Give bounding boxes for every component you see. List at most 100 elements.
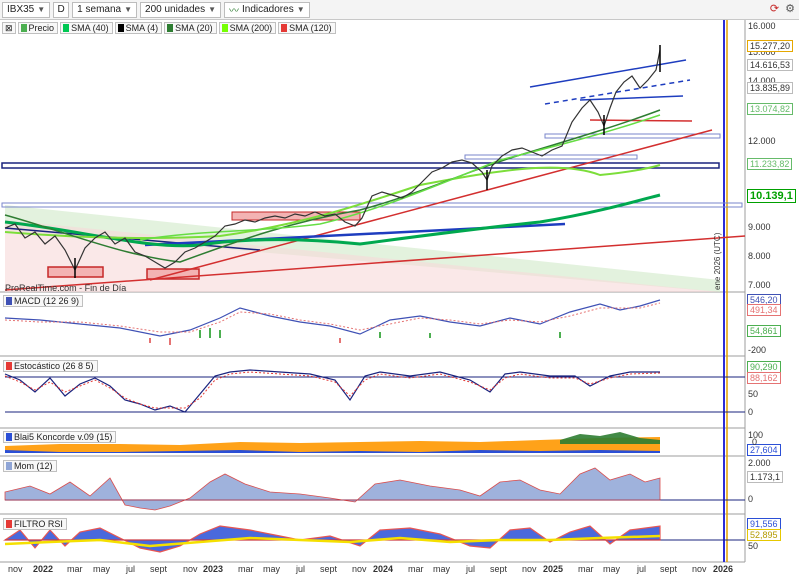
legend-label: SMA (120) <box>289 23 332 33</box>
x-axis-label: 2026 <box>713 564 734 574</box>
macd-signal-value: 491,34 <box>747 304 781 316</box>
symbol-selector[interactable]: IBX35 ▼ <box>2 1 51 18</box>
x-axis-label: mar <box>578 564 594 574</box>
legend-item-sma200[interactable]: SMA (200) <box>218 22 277 34</box>
legend-swatch <box>117 24 124 32</box>
koncorde-axis-label: 100 <box>748 430 764 440</box>
price-axis-label: 14.000 <box>748 76 776 86</box>
x-axis-label: mar <box>67 564 83 574</box>
x-axis-label: may <box>263 564 281 574</box>
symbol-label: IBX35 <box>7 4 35 15</box>
stoch-panel-label[interactable]: Estocástico (26 8 5) <box>3 360 98 372</box>
price-badge: 13.835,89 <box>747 82 794 94</box>
panel-title: FILTRO RSI <box>14 519 63 529</box>
legend-label: SMA (4) <box>125 23 159 33</box>
toolbar: IBX35 ▼ D 1 semana ▼ 200 unidades ▼ 〰 Indic… <box>0 0 799 20</box>
x-axis-label: sept <box>150 564 168 574</box>
chevron-down-icon: ▼ <box>296 5 305 14</box>
x-axis-label: mar <box>238 564 254 574</box>
legend-swatch <box>20 24 27 32</box>
x-axis-label: sept <box>490 564 508 574</box>
legend-close-icon[interactable]: ⊠ <box>2 22 16 34</box>
rsi-axis-label: 50 <box>748 541 759 551</box>
legend-item-sma20[interactable]: SMA (20) <box>164 22 217 34</box>
x-axis-label: 2024 <box>373 564 394 574</box>
x-axis-label: 2025 <box>543 564 564 574</box>
macd-histogram-value: 54,861 <box>747 325 781 337</box>
panel-swatch <box>6 433 12 441</box>
x-axis-label: sept <box>660 564 678 574</box>
x-axis-label: may <box>433 564 451 574</box>
settings-icon[interactable]: ⚙ <box>785 3 795 15</box>
mom-panel-label[interactable]: Mom (12) <box>3 460 57 472</box>
legend-item-sma40[interactable]: SMA (40) <box>60 22 113 34</box>
price-axis-label: 15.000 <box>748 47 776 57</box>
legend-label: SMA (20) <box>175 23 213 33</box>
x-axis-label: 2022 <box>33 564 54 574</box>
macd-axis-label: -200 <box>748 345 767 355</box>
legend-swatch <box>281 24 288 32</box>
sma-badge: 11.233,82 <box>747 158 793 170</box>
panel-swatch <box>6 362 12 370</box>
koncorde-panel-label[interactable]: Blai5 Koncorde v.09 (15) <box>3 431 117 443</box>
current-price-badge: 15.277,20 <box>747 40 794 52</box>
legend-swatch <box>63 24 70 32</box>
units-selector[interactable]: 200 unidades ▼ <box>140 1 221 18</box>
sma-badge: 10.139,1 <box>747 189 796 203</box>
indicators-button[interactable]: 〰 Indicadores ▼ <box>224 1 310 18</box>
legend-label: SMA (200) <box>229 23 273 33</box>
timeframe-label: 1 semana <box>77 4 122 15</box>
price-axis-label: 16.000 <box>748 21 776 31</box>
price-legend: ⊠ Precio SMA (40) SMA (4) SMA (20) SMA (… <box>2 22 336 35</box>
x-axis-label: nov <box>8 564 23 574</box>
legend-swatch <box>221 24 228 32</box>
rsi-panel-label[interactable]: FILTRO RSI <box>3 518 67 530</box>
chevron-down-icon: ▼ <box>37 5 46 14</box>
x-axis-label: nov <box>522 564 537 574</box>
legend-label: SMA (40) <box>71 23 109 33</box>
x-axis-label: may <box>603 564 621 574</box>
sync-icon[interactable]: ⟳ <box>769 3 780 15</box>
price-badge: 14.616,53 <box>747 59 794 71</box>
panel-swatch <box>6 520 12 528</box>
panel-title: MACD (12 26 9) <box>14 296 80 306</box>
x-axis-label: jul <box>126 564 136 574</box>
x-axis-label: may <box>93 564 111 574</box>
macd-panel-label[interactable]: MACD (12 26 9) <box>3 295 84 307</box>
price-axis-label: 7.000 <box>748 280 771 290</box>
x-axis-label: nov <box>352 564 367 574</box>
legend-label: Precio <box>28 23 55 33</box>
legend-item-sma120[interactable]: SMA (120) <box>278 22 336 34</box>
units-label: 200 unidades <box>145 4 206 15</box>
x-axis-label: jul <box>466 564 476 574</box>
panel-swatch <box>6 462 12 470</box>
x-axis-label: sept <box>320 564 338 574</box>
price-axis-label: 12.000 <box>748 136 776 146</box>
interval-label: D <box>57 4 65 15</box>
legend-item-price[interactable]: Precio <box>17 22 59 34</box>
legend-item-sma4[interactable]: SMA (4) <box>114 22 163 34</box>
legend-swatch <box>167 24 174 32</box>
mom-axis-label: 0 <box>748 494 754 504</box>
stoch-axis-label: 50 <box>748 389 759 399</box>
sma-badge: 13.074,82 <box>747 103 794 115</box>
indicators-icon: 〰 <box>229 6 239 17</box>
koncorde-axis-label: 0 <box>752 437 758 447</box>
panel-swatch <box>6 297 12 305</box>
timeframe-selector[interactable]: 1 semana ▼ <box>72 1 138 18</box>
x-axis-label: 2023 <box>203 564 224 574</box>
vertical-date-note: ene 2026 (UTC) <box>713 232 722 290</box>
x-axis-label: jul <box>637 564 647 574</box>
source-note: ProRealTime.com - Fin de Día <box>5 283 127 293</box>
interval-button[interactable]: D <box>53 1 70 18</box>
price-axis-label: 8.000 <box>748 251 771 261</box>
x-axis-label: jul <box>296 564 306 574</box>
x-axis-label: mar <box>408 564 424 574</box>
x-axis-label: nov <box>183 564 198 574</box>
panel-title: Blai5 Koncorde v.09 (15) <box>14 432 113 442</box>
x-axis-label: nov <box>692 564 707 574</box>
chevron-down-icon: ▼ <box>208 5 216 14</box>
stoch-axis-label: 0 <box>748 407 754 417</box>
mom-value: 1.173,1 <box>747 471 784 483</box>
